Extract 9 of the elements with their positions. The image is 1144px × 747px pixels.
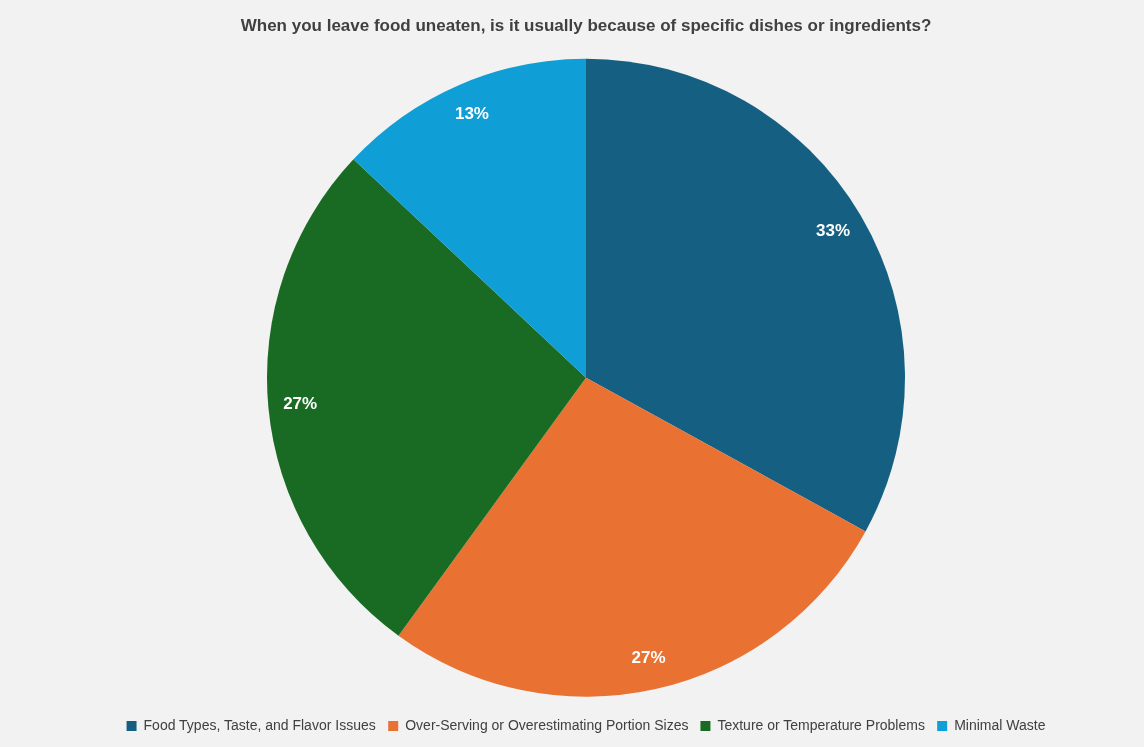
legend-label: Texture or Temperature Problems — [717, 716, 925, 733]
data-label: 27% — [631, 647, 666, 667]
legend-label: Over-Serving or Overestimating Portion Sizes — [405, 716, 689, 733]
chart-title: When you leave food uneaten, is it usually because of specific dishes or ingredients? — [240, 15, 932, 35]
legend-label: Minimal Waste — [954, 716, 1046, 733]
data-label: 27% — [283, 394, 318, 414]
data-label: 33% — [816, 221, 851, 241]
legend-label: Food Types, Taste, and Flavor Issues — [143, 716, 376, 733]
data-label: 13% — [454, 103, 489, 123]
